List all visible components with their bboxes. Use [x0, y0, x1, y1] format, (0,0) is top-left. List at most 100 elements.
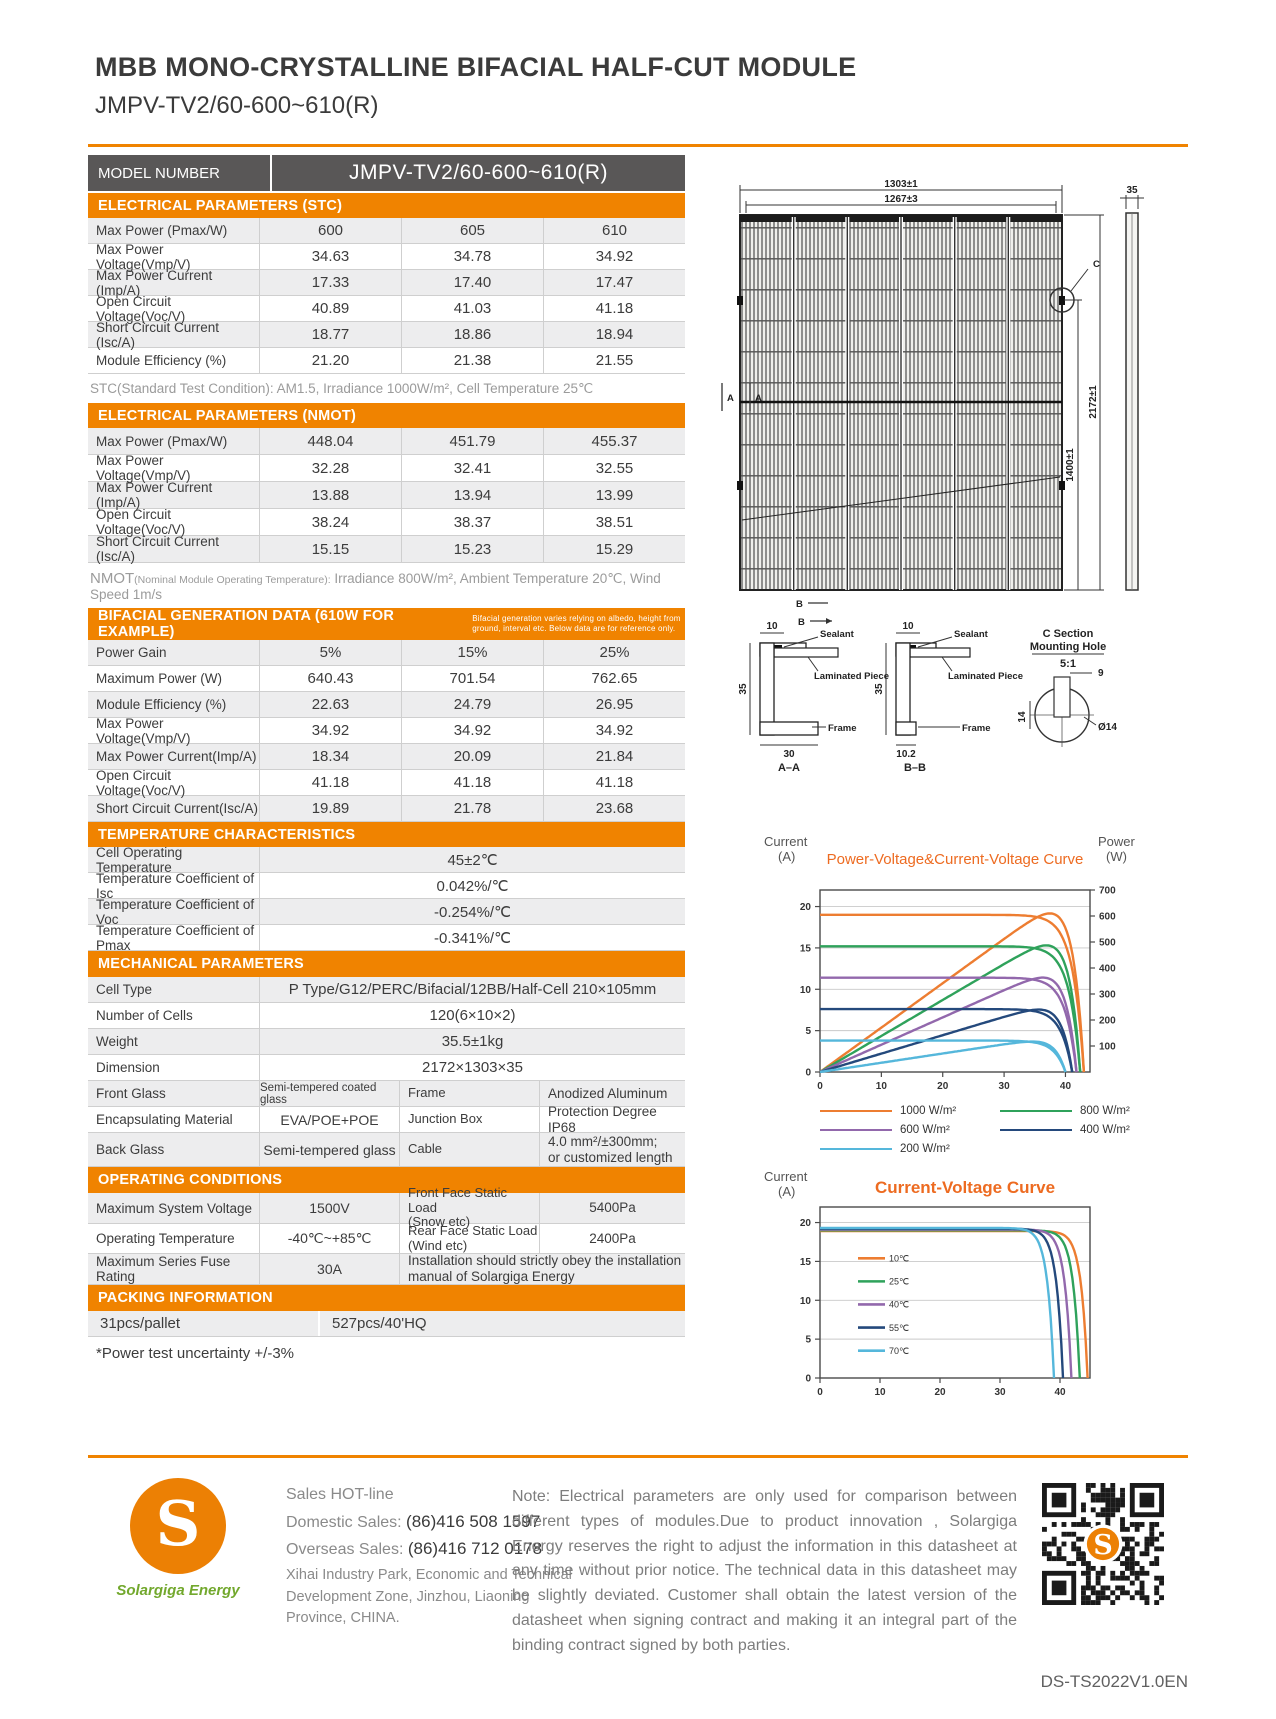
drawing-and-charts: 1303±1 1267±3 1400±1 2172±1 35 C A A B B: [700, 165, 1180, 1405]
cell: 41.18: [595, 774, 634, 791]
dim-bb-left: 35: [874, 683, 885, 695]
domestic-sales-phone: (86)416 508 1597: [406, 1511, 541, 1531]
section-header-nmot-text: ELECTRICAL PARAMETERS (NMOT): [98, 407, 356, 424]
cell: 41.18: [260, 770, 402, 795]
svg-text:20: 20: [800, 902, 812, 913]
cell: 21.78: [402, 796, 544, 821]
mounting-hole-callout-circle: [1049, 287, 1075, 313]
nmot-footnote-small: (Nominal Module Operating Temperature):: [134, 574, 331, 586]
qr-code: S: [1042, 1483, 1164, 1605]
section-c-scale: 5:1: [1060, 658, 1076, 670]
domestic-sales-line: Domestic Sales: (86)416 508 1597: [286, 1508, 591, 1536]
pv-iv-chart-block: Current (A) Power-Voltage&Current-Voltag…: [700, 834, 1180, 1155]
cell: 18.34: [260, 744, 402, 769]
table-row: Temperature Coefficient of Isc 0.042%/℃: [88, 871, 685, 901]
cell: 21.84: [595, 748, 634, 765]
mechanical-table: Cell Type P Type/G12/PERC/Bifacial/12BB/H…: [88, 977, 685, 1167]
row-label: Front Glass: [88, 1081, 260, 1106]
table-row: Max Power Current (Imp/A) 17.33 17.40 17.47: [88, 268, 685, 298]
cell: 13.99: [595, 486, 634, 504]
page-subtitle: JMPV-TV2/60-600~610(R): [95, 92, 379, 119]
row-label: Number of Cells: [88, 1003, 260, 1028]
svg-text:400: 400: [1099, 964, 1116, 975]
overseas-sales-phone: (86)416 712 0178: [407, 1539, 543, 1559]
svg-text:5: 5: [805, 1026, 811, 1037]
cell: 605: [402, 218, 544, 243]
section-bb-title: B–B: [904, 762, 926, 774]
legend-item: 200 W/m²: [820, 1141, 1000, 1157]
dim-thickness: 35: [1126, 185, 1138, 196]
table-row: Open Circuit Voltage(Voc/V) 38.24 38.37 38.…: [88, 507, 685, 537]
svg-text:0: 0: [817, 1387, 823, 1398]
model-number-value: JMPV-TV2/60-600~610(R): [272, 155, 685, 191]
sealant-label: Sealant: [954, 629, 989, 640]
logo-letter: S: [155, 1486, 201, 1560]
spec-tables: MODEL NUMBER JMPV-TV2/60-600~610(R) ELEC…: [88, 155, 685, 1362]
overseas-sales-label: Overseas Sales:: [286, 1541, 404, 1559]
svg-text:S: S: [1093, 1530, 1112, 1561]
row-label: Maximum System Voltage: [88, 1193, 260, 1223]
section-header-temperature-text: TEMPERATURE CHARACTERISTICS: [98, 826, 356, 843]
cell: 15.15: [260, 536, 402, 562]
cell: 34.92: [402, 718, 544, 743]
svg-text:20: 20: [934, 1387, 946, 1398]
nmot-footnote-prefix: NMOT: [90, 570, 135, 587]
table-row: Temperature Coefficient of Pmax -0.341%/℃: [88, 923, 685, 953]
dim-hole-span: 1400±1: [1065, 448, 1076, 482]
header-divider: [88, 144, 1188, 147]
legend-label: 400 W/m²: [1080, 1124, 1130, 1136]
cell: 38.24: [260, 509, 402, 535]
svg-text:0: 0: [805, 1374, 811, 1385]
cell: 22.63: [260, 692, 402, 717]
table-row: Weight 35.5±1kg: [88, 1029, 685, 1055]
nmot-footnote: NMOT(Nominal Module Operating Temperatur…: [88, 563, 685, 608]
cell: 455.37: [591, 432, 638, 450]
svg-text:5: 5: [805, 1335, 811, 1346]
table-row: Maximum System Voltage 1500V Front Face St…: [88, 1185, 685, 1229]
dim-bb-top: 10: [902, 621, 914, 632]
callout-c: C: [1093, 259, 1100, 270]
cell: 41.03: [402, 296, 544, 321]
table-row: Power Gain 5% 15% 25%: [88, 640, 685, 666]
cell: 34.92: [595, 722, 634, 739]
svg-text:15: 15: [800, 943, 812, 954]
table-row: Short Circuit Current(Isc/A) 19.89 21.78 23…: [88, 796, 685, 822]
cell: Semi-tempered glass: [260, 1133, 400, 1166]
svg-text:70℃: 70℃: [889, 1346, 909, 1356]
svg-text:55℃: 55℃: [889, 1323, 909, 1333]
section-a-a: 10 35 30 Sealant Laminated Piece Frame A…: [738, 621, 889, 774]
company-logo: S: [130, 1478, 226, 1574]
packing-row: 31pcs/pallet 527pcs/40'HQ: [88, 1311, 685, 1337]
cell: 5%: [260, 640, 402, 665]
section-header-stc: ELECTRICAL PARAMETERS (STC): [88, 193, 685, 218]
row-label: Back Glass: [88, 1133, 260, 1166]
cell: 34.63: [260, 244, 402, 269]
row-label: Front Face Static Load (Snow etc): [400, 1185, 540, 1229]
chart1-right-axis-name: Power: [1098, 834, 1135, 849]
row-label: Cell Type: [88, 977, 260, 1002]
cell: 640.43: [260, 666, 402, 691]
cell: -0.254%/℃: [434, 903, 511, 921]
table-row: Max Power Voltage(Vmp/V) 34.63 34.78 34.92: [88, 242, 685, 272]
table-row: Max Power (Pmax/W) 448.04 451.79 455.37: [88, 428, 685, 455]
table-row: Max Power Current(Imp/A) 18.34 20.09 21.84: [88, 744, 685, 770]
table-row: Cell Type P Type/G12/PERC/Bifacial/12BB/H…: [88, 977, 685, 1003]
cell: 32.55: [595, 459, 634, 477]
svg-text:20: 20: [937, 1081, 949, 1092]
svg-text:15: 15: [800, 1257, 812, 1268]
page-title: MBB MONO-CRYSTALLINE BIFACIAL HALF-CUT M…: [95, 52, 857, 82]
cell: 23.68: [595, 800, 634, 817]
legend-label: 1000 W/m²: [900, 1105, 957, 1117]
brand-name: Solargiga Energy: [116, 1582, 240, 1599]
row-label: Short Circuit Current(Isc/A): [88, 796, 260, 821]
legend-label: 600 W/m²: [900, 1124, 950, 1136]
cell: 45±2℃: [447, 851, 498, 869]
svg-text:10: 10: [800, 1296, 812, 1307]
svg-text:40: 40: [1060, 1081, 1072, 1092]
cell: P Type/G12/PERC/Bifacial/12BB/Half-Cell …: [288, 981, 657, 998]
module-side-view: [1120, 195, 1144, 591]
cell: 2172×1303×35: [422, 1059, 523, 1076]
chart1-left-axis-unit: (A): [778, 848, 796, 864]
nmot-footnote-rest: Irradiance 800W/m², Ambient Temperature …: [90, 571, 661, 602]
